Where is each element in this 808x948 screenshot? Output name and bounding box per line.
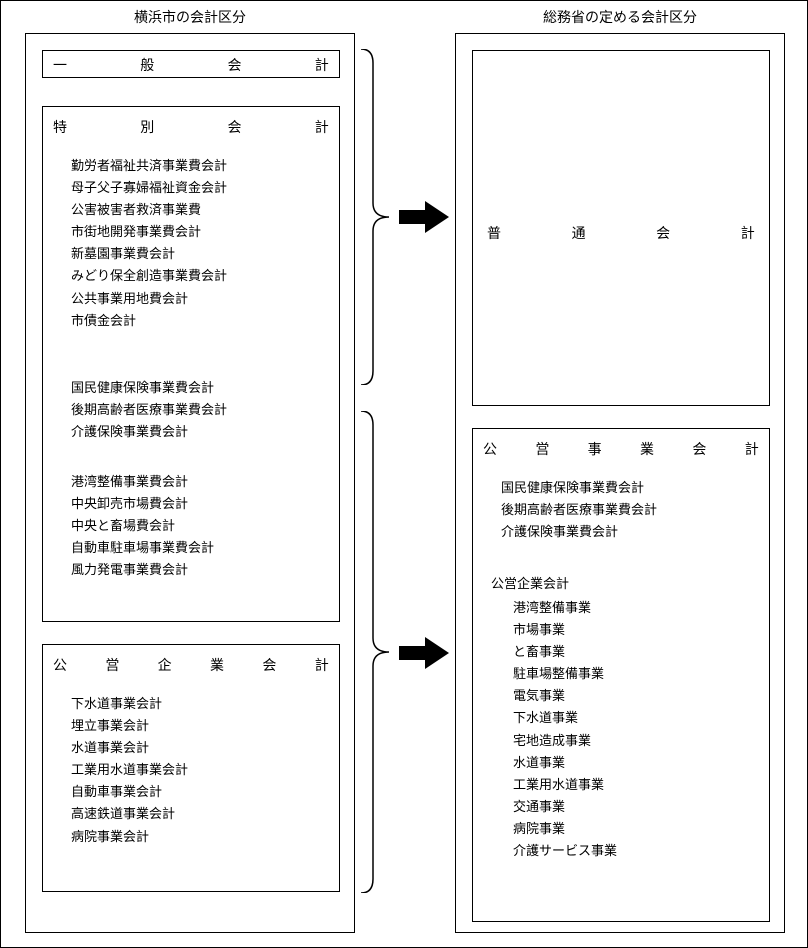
left-panel: 一般会計 特別会計 勤労者福祉共済事業費会計母子父子寡婦福祉資金会計公害被害者救… <box>25 33 355 933</box>
list-item: 工業用水道事業 <box>513 774 617 796</box>
left-column-title: 横浜市の会計区分 <box>25 7 355 27</box>
list-item: 後期高齢者医療事業費会計 <box>71 399 227 421</box>
list-item: 港湾整備事業費会計 <box>71 471 214 493</box>
list-item: 駐車場整備事業 <box>513 663 617 685</box>
ordinary-account-box: 普通会計 <box>472 50 770 406</box>
list-item: 後期高齢者医療事業費会計 <box>501 499 657 521</box>
public-business-group1-list: 国民健康保険事業費会計後期高齢者医療事業費会計介護保険事業費会計 <box>501 477 657 543</box>
list-item: 介護保険事業費会計 <box>501 521 657 543</box>
list-item: 市債金会計 <box>71 310 227 332</box>
public-business-box: 公営事業会計 国民健康保険事業費会計後期高齢者医療事業費会計介護保険事業費会計 … <box>472 428 770 922</box>
list-item: 自動車事業会計 <box>71 781 188 803</box>
list-item: 市街地開発事業費会計 <box>71 221 227 243</box>
list-item: 交通事業 <box>513 796 617 818</box>
public-business-group2-list: 港湾整備事業市場事業と畜事業駐車場整備事業電気事業下水道事業宅地造成事業水道事業… <box>513 597 617 862</box>
list-item: 下水道事業 <box>513 707 617 729</box>
right-panel: 普通会計 公営事業会計 国民健康保険事業費会計後期高齢者医療事業費会計介護保険事… <box>455 33 785 933</box>
list-item: 水道事業 <box>513 752 617 774</box>
list-item: 港湾整備事業 <box>513 597 617 619</box>
public-enterprise-list: 下水道事業会計埋立事業会計水道事業会計工業用水道事業会計自動車事業会計高速鉄道事… <box>71 693 188 848</box>
list-item: 風力発電事業費会計 <box>71 559 214 581</box>
special-group1-list: 勤労者福祉共済事業費会計母子父子寡婦福祉資金会計公害被害者救済事業費市街地開発事… <box>71 155 227 332</box>
list-item: 水道事業会計 <box>71 737 188 759</box>
list-item: 中央卸売市場費会計 <box>71 493 214 515</box>
special-group2-list: 国民健康保険事業費会計後期高齢者医療事業費会計介護保険事業費会計 <box>71 377 227 443</box>
list-item: 埋立事業会計 <box>71 715 188 737</box>
list-item: 介護サービス事業 <box>513 840 617 862</box>
diagram-canvas: 横浜市の会計区分 総務省の定める会計区分 一般会計 特別会計 勤労者福祉共済事業… <box>0 0 808 948</box>
list-item: 病院事業会計 <box>71 826 188 848</box>
list-item: みどり保全創造事業費会計 <box>71 265 227 287</box>
special-account-box: 特別会計 勤労者福祉共済事業費会計母子父子寡婦福祉資金会計公害被害者救済事業費市… <box>42 106 340 622</box>
public-business-label: 公営事業会計 <box>483 439 759 459</box>
public-enterprise-box: 公営企業会計 下水道事業会計埋立事業会計水道事業会計工業用水道事業会計自動車事業… <box>42 644 340 892</box>
list-item: 勤労者福祉共済事業費会計 <box>71 155 227 177</box>
list-item: 国民健康保険事業費会計 <box>501 477 657 499</box>
list-item: と畜事業 <box>513 641 617 663</box>
general-account-box: 一般会計 <box>42 50 340 78</box>
list-item: 自動車駐車場事業費会計 <box>71 537 214 559</box>
lower-brace <box>359 411 393 893</box>
list-item: 公害被害者救済事業費 <box>71 199 227 221</box>
list-item: 下水道事業会計 <box>71 693 188 715</box>
upper-brace <box>359 49 393 385</box>
list-item: 工業用水道事業会計 <box>71 759 188 781</box>
right-column-title: 総務省の定める会計区分 <box>455 7 785 27</box>
list-item: 電気事業 <box>513 685 617 707</box>
list-item: 市場事業 <box>513 619 617 641</box>
list-item: 国民健康保険事業費会計 <box>71 377 227 399</box>
list-item: 中央と畜場費会計 <box>71 515 214 537</box>
list-item: 病院事業 <box>513 818 617 840</box>
list-item: 母子父子寡婦福祉資金会計 <box>71 177 227 199</box>
list-item: 公共事業用地費会計 <box>71 288 227 310</box>
list-item: 宅地造成事業 <box>513 730 617 752</box>
special-group3-list: 港湾整備事業費会計中央卸売市場費会計中央と畜場費会計自動車駐車場事業費会計風力発… <box>71 471 214 581</box>
upper-arrow-icon <box>399 201 449 233</box>
lower-arrow-icon <box>399 637 449 669</box>
public-business-sub-label: 公営企業会計 <box>491 573 569 592</box>
list-item: 新墓園事業費会計 <box>71 243 227 265</box>
list-item: 高速鉄道事業会計 <box>71 803 188 825</box>
special-account-label: 特別会計 <box>53 117 329 137</box>
list-item: 介護保険事業費会計 <box>71 421 227 443</box>
general-account-label: 一般会計 <box>53 55 329 75</box>
public-enterprise-label: 公営企業会計 <box>53 655 329 675</box>
ordinary-account-label: 普通会計 <box>487 223 755 243</box>
